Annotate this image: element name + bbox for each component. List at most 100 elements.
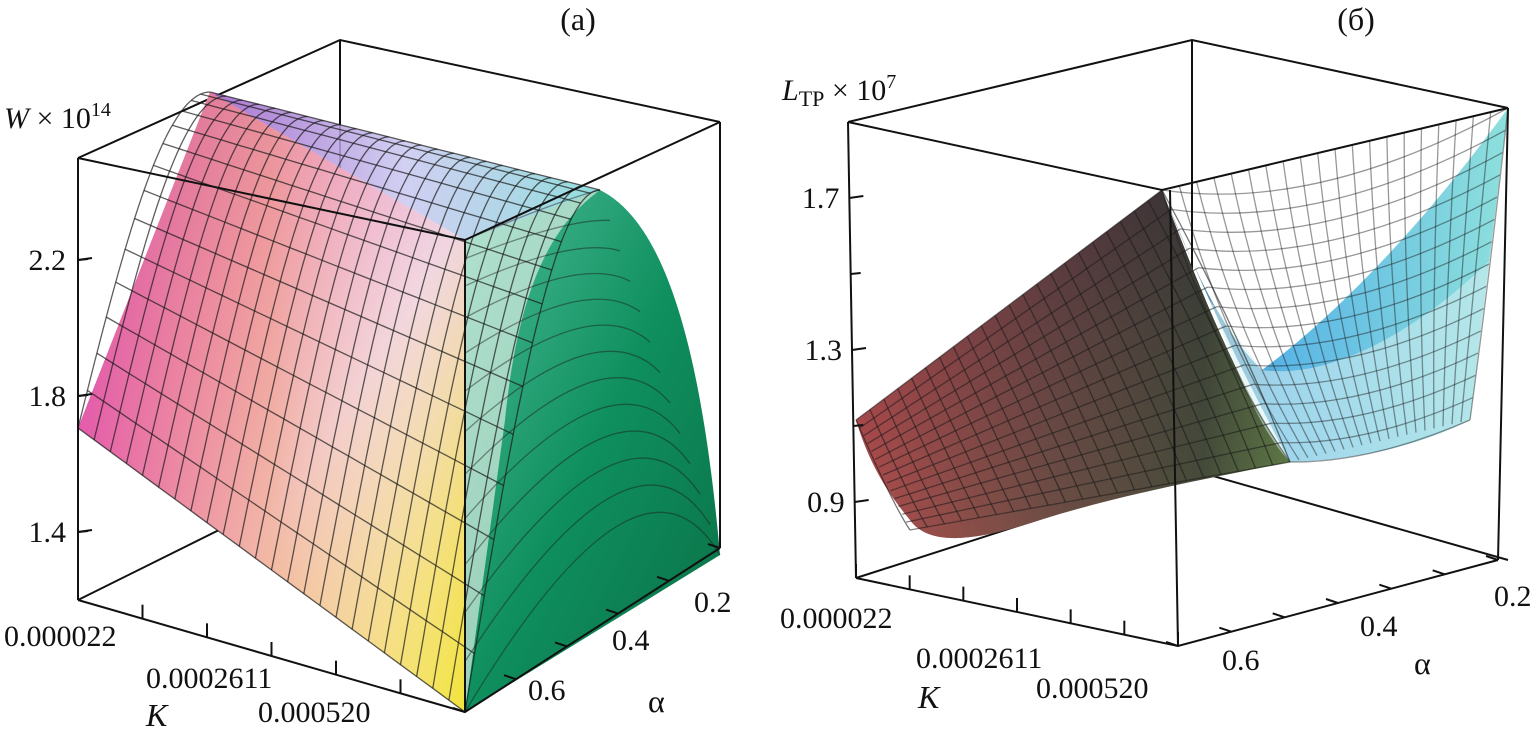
z-minor-tick — [77, 258, 89, 261]
grid-line — [464, 324, 651, 392]
grid-line — [1230, 173, 1327, 454]
grid-line — [863, 228, 1181, 437]
panel-a-xlabel: K — [145, 697, 169, 733]
z-tick-label: 1.7 — [802, 182, 840, 215]
z-minor-tick — [853, 424, 864, 427]
k-tick-label: 0.000022 — [4, 620, 117, 653]
panel-b-label: (б) — [1337, 1, 1375, 37]
alpha-tick-label: 0.4 — [612, 624, 650, 657]
grid-line — [890, 364, 1245, 492]
alpha-tick-mark — [656, 575, 670, 582]
z-minor-tick — [850, 272, 861, 275]
grid-line — [464, 403, 681, 520]
z-tick-label: 0.9 — [807, 486, 845, 519]
grid-line — [1451, 116, 1475, 425]
grid-line — [464, 377, 671, 475]
panel-b-labels: (б) LTP × 107 K α 0.9 1.3 1.7 0.000022 0.000… — [780, 1, 1532, 715]
grid-line — [464, 350, 661, 433]
grid-line — [1460, 112, 1492, 423]
grid-line — [1064, 262, 1170, 484]
grid-line — [1262, 352, 1479, 405]
surface-a-ridge-face — [210, 92, 600, 240]
grid-line — [162, 142, 553, 271]
grid-line — [1198, 196, 1498, 272]
grid-line — [105, 316, 495, 541]
grid-line — [87, 389, 475, 655]
panel-a-label: (a) — [560, 1, 596, 37]
alpha-tick-mark — [1219, 626, 1232, 633]
panel-b: (б) LTP × 107 K α 0.9 1.3 1.7 0.000022 0.000… — [780, 1, 1532, 715]
grid-line — [1195, 181, 1309, 459]
grid-line — [1022, 294, 1118, 494]
alpha-tick-mark — [554, 641, 568, 648]
grid-line — [1119, 221, 1239, 472]
grid-line — [905, 441, 1282, 523]
alpha-tick-mark — [605, 608, 619, 615]
grid-line — [875, 286, 1208, 460]
grid-line — [869, 409, 928, 528]
grid-line — [1265, 165, 1345, 450]
grid-line — [1171, 129, 1506, 214]
z-tick-mark — [854, 499, 869, 503]
grid-line — [1351, 144, 1390, 440]
grid-line — [464, 430, 691, 566]
alpha-tick-label: 0.2 — [694, 586, 732, 619]
z-tick-label: 1.8 — [29, 380, 67, 413]
z-tick-label: 1.3 — [805, 334, 843, 367]
surface-b-grid — [855, 107, 1509, 531]
grid-line — [77, 427, 466, 713]
ticks-b — [849, 195, 1499, 647]
z-tick-mark — [851, 347, 867, 351]
grid-line — [886, 344, 1236, 484]
grid-line — [855, 189, 1163, 421]
surface-b-right-lower — [1210, 260, 1490, 462]
grid-line — [911, 377, 980, 518]
grid-line — [1178, 185, 1300, 461]
grid-line — [909, 461, 1291, 531]
panel-a: (a) W × 1014 K α 1.4 1.8 2.2 0.000022 0.0002… — [4, 1, 732, 733]
grid-line — [1235, 285, 1487, 348]
grid-line — [1386, 136, 1408, 435]
grid-line — [1299, 157, 1363, 446]
alpha-tick-label: 0.4 — [1360, 610, 1398, 643]
grid-line — [882, 325, 1227, 476]
grid-line — [1403, 132, 1417, 433]
grid-line — [464, 457, 701, 613]
grid-line — [1133, 210, 1257, 469]
grid-line — [464, 219, 611, 260]
grid-line — [878, 306, 1218, 468]
k-tick-label: 0.0002611 — [916, 642, 1042, 675]
panel-b-xlabel: K — [917, 679, 941, 715]
z-tick-label: 2.2 — [29, 244, 67, 277]
alpha-tick-mark — [1379, 583, 1392, 590]
alpha-tick-mark — [1485, 555, 1499, 561]
ticks-a — [77, 257, 721, 713]
grid-line — [871, 267, 1199, 452]
grid-line — [1189, 174, 1501, 253]
grid-line — [1334, 148, 1381, 442]
grid-line — [867, 247, 1190, 445]
grid-line — [190, 99, 581, 204]
z-tick-mark — [849, 195, 864, 199]
grid-line — [1050, 273, 1153, 487]
alpha-tick-label: 0.2 — [1494, 580, 1532, 613]
grid-line — [1091, 241, 1205, 478]
grid-line — [209, 91, 601, 191]
surface-b-left-shade — [856, 190, 1290, 539]
grid-line — [124, 248, 514, 435]
k-tick-label: 0.000520 — [258, 696, 371, 729]
grid-line — [1147, 200, 1274, 466]
grid-line — [1271, 374, 1476, 425]
surface-a — [77, 91, 721, 713]
alpha-tick-label: 0.6 — [1222, 644, 1260, 677]
grid-line — [1105, 231, 1222, 475]
k-tick-label: 0.000022 — [780, 602, 893, 635]
grid-line — [1289, 419, 1471, 463]
grid-line — [143, 189, 533, 344]
grid-line — [1280, 397, 1473, 444]
grid-line — [1247, 169, 1336, 452]
alpha-tick-label: 0.6 — [528, 674, 566, 707]
grid-line — [1469, 107, 1509, 421]
